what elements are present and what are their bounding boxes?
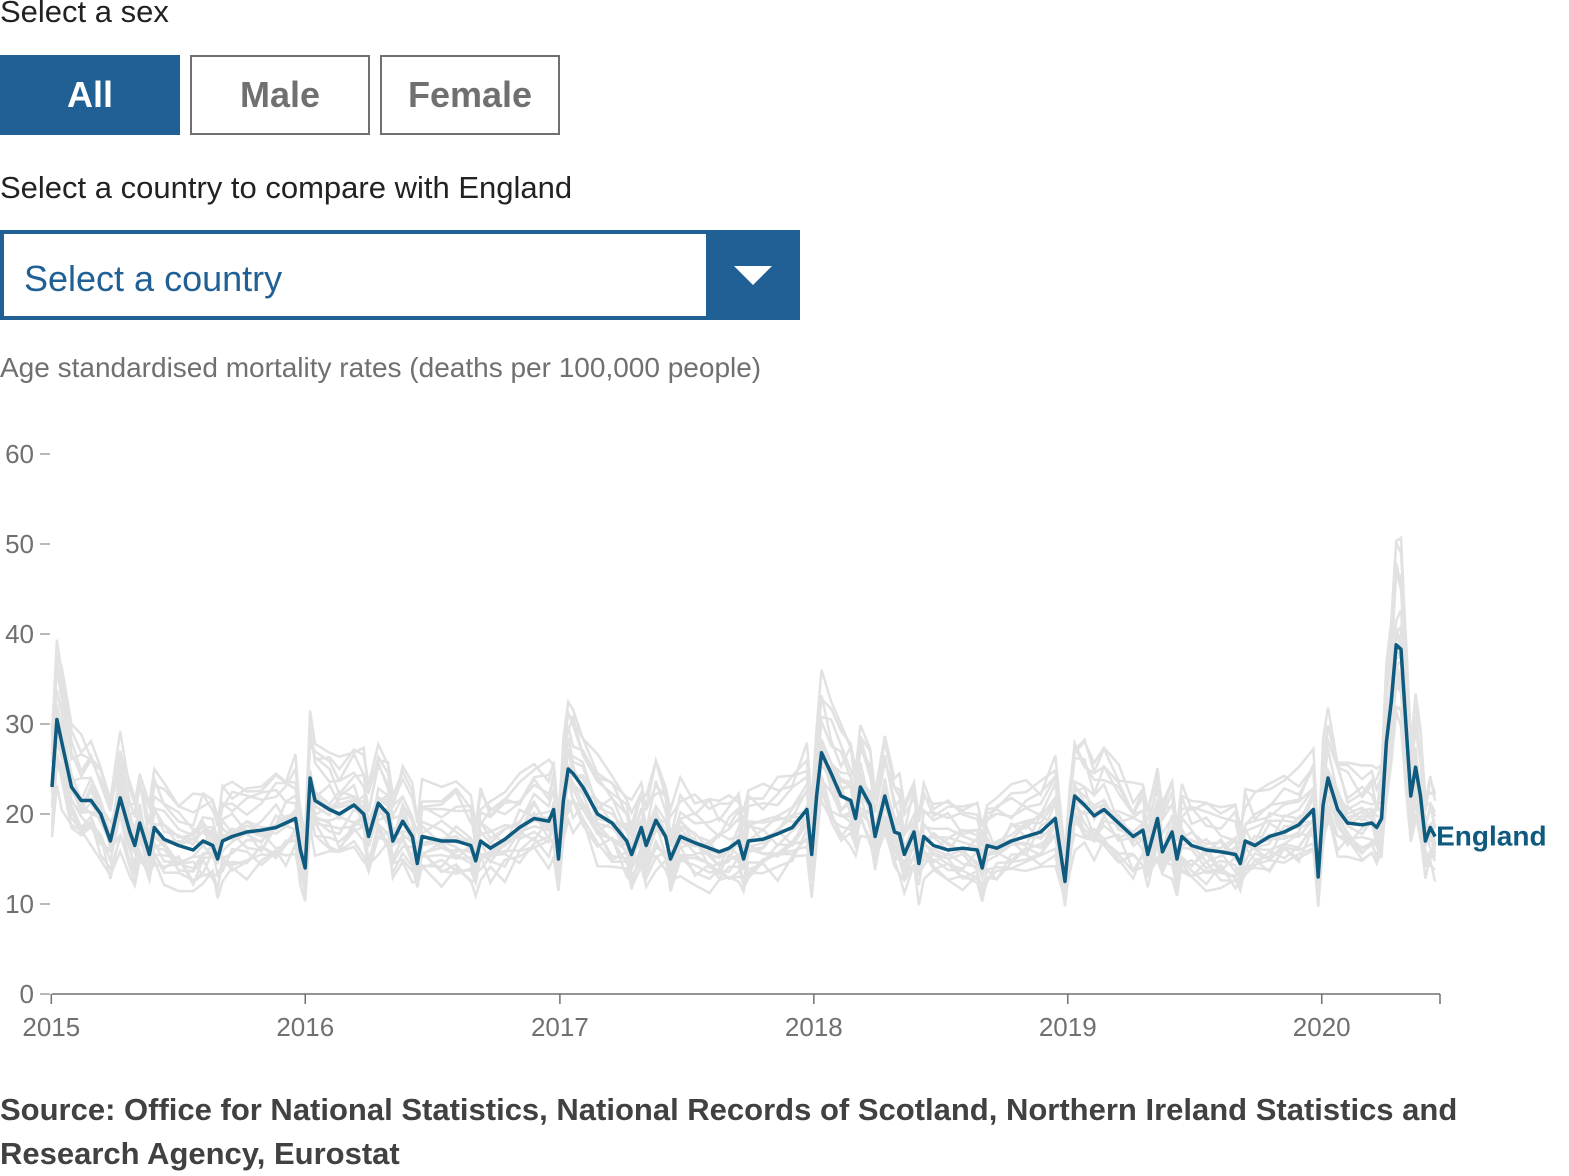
country-select[interactable]: Select a country: [0, 230, 800, 320]
comparison-country-line: [50, 562, 1437, 867]
y-axis-title: Age standardised mortality rates (deaths…: [0, 352, 762, 383]
y-tick-label: 0: [20, 979, 34, 1009]
x-axis: 2015 2016 2017 2018 2019 2020: [22, 993, 1441, 1042]
source-note: Source: Office for National Statistics, …: [0, 1092, 1458, 1171]
dropdown-toggle[interactable]: [706, 230, 800, 320]
x-tick-label: 2016: [276, 1012, 334, 1042]
y-tick-label: 10: [5, 889, 34, 919]
england-line: [50, 643, 1437, 884]
y-tick-label: 20: [5, 799, 34, 829]
sex-option-all[interactable]: All: [0, 55, 180, 135]
comparison-country-line: [50, 706, 1436, 904]
y-tick-label: 30: [5, 709, 34, 739]
sex-option-female[interactable]: Female: [380, 55, 560, 135]
y-tick-label: 40: [5, 619, 34, 649]
y-tick-label: 60: [5, 439, 34, 469]
x-tick-label: 2015: [22, 1012, 80, 1042]
sex-selector-label: Select a sex: [0, 0, 169, 29]
x-tick-label: 2018: [785, 1012, 843, 1042]
x-tick-label: 2019: [1039, 1012, 1097, 1042]
y-axis: 0 10 20 30 40 50 60: [5, 439, 50, 1009]
country-select-value: Select a country: [24, 258, 283, 299]
x-tick-label: 2017: [531, 1012, 589, 1042]
chevron-down-icon: [734, 265, 772, 285]
england-series-label: England: [1436, 821, 1546, 852]
x-tick-label: 2020: [1293, 1012, 1351, 1042]
mortality-line-chart: 0 10 20 30 40 50 60 2015 2016 2017 2018 2019 2020 E…: [5, 439, 1547, 1042]
sex-option-male[interactable]: Male: [190, 55, 370, 135]
country-selector-label: Select a country to compare with England: [0, 170, 573, 205]
england-series: England: [50, 643, 1547, 884]
comparison-country-line: [50, 535, 1437, 856]
y-tick-label: 50: [5, 529, 34, 559]
